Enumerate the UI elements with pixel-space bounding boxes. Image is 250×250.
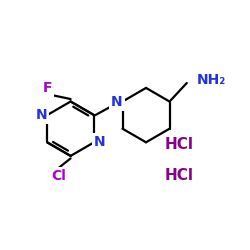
Text: N: N bbox=[94, 135, 106, 149]
Text: HCl: HCl bbox=[165, 168, 194, 183]
Text: HCl: HCl bbox=[165, 137, 194, 152]
Text: Cl: Cl bbox=[51, 169, 66, 183]
Text: N: N bbox=[111, 94, 122, 108]
Text: F: F bbox=[42, 81, 52, 95]
Text: N: N bbox=[36, 108, 47, 122]
Text: NH₂: NH₂ bbox=[197, 74, 226, 88]
